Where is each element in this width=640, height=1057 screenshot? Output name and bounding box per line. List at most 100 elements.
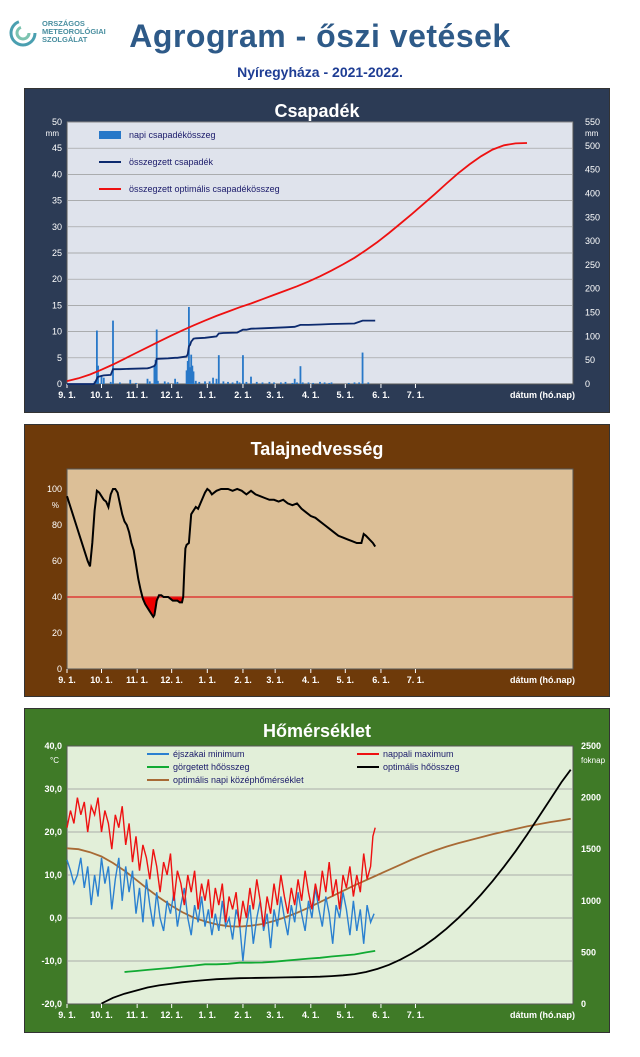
precip-daily-bar — [189, 367, 191, 384]
precip-daily-bar — [102, 377, 105, 384]
precip-daily-bar — [155, 329, 158, 384]
precip-y-right-tick-label: 150 — [585, 308, 600, 318]
precip-y-right-tick-label: 100 — [585, 331, 600, 341]
precip-daily-bar — [250, 376, 252, 384]
precip-x-tick-label: 1. 1. — [199, 390, 217, 400]
precip-y-right-tick-label: 400 — [585, 188, 600, 198]
logo-line: SZOLGÁLAT — [42, 35, 88, 44]
precip-y-tick-label: 5 — [57, 353, 62, 363]
temperature-chart: -20,0 -10,0 0,0 10,0 20,0 30,0 40,0 0 500 1000 150… — [41, 741, 606, 1020]
precipitation-panel: Csapadék 9. 1. 10. 1. 11. 1. 12. 1. 1. 1. 2. … — [24, 88, 610, 413]
temp-legend-label: optimális hőösszeg — [383, 762, 460, 772]
temp-legend-label: optimális napi középhőmérséklet — [173, 775, 304, 785]
precip-daily-bar — [146, 378, 149, 384]
precip-daily-bar — [198, 381, 201, 384]
precip-y-right-axis-label: mm — [585, 129, 599, 138]
precip-legend-label: összegzett csapadék — [129, 157, 214, 167]
precip-y-tick-label: 20 — [52, 274, 62, 284]
logo-line: METEOROLÓGIAI — [42, 27, 106, 36]
temp-y-right-tick-label: 2000 — [581, 793, 601, 803]
precip-daily-bar — [312, 382, 314, 384]
temp-x-tick-label: 2. 1. — [234, 1010, 252, 1020]
soil-y-axis-label: % — [52, 501, 59, 510]
precip-daily-bar — [296, 382, 298, 384]
soil-x-tick-label: 10. 1. — [90, 675, 113, 685]
precip-daily-bar — [204, 381, 206, 384]
temp-x-tick-label: 10. 1. — [90, 1010, 113, 1020]
temp-y-right-axis-label: foknap — [581, 756, 606, 765]
precip-x-tick-label: 10. 1. — [90, 390, 113, 400]
page-subtitle: Nyíregyháza - 2021-2022. — [237, 64, 403, 80]
precip-daily-bar — [293, 378, 296, 384]
soil-x-tick-label: 6. 1. — [372, 675, 390, 685]
precip-y-right-tick-label: 50 — [585, 355, 595, 365]
precip-daily-bar — [176, 381, 179, 384]
precip-daily-bar — [153, 366, 156, 384]
soil-y-tick-label: 40 — [52, 592, 62, 602]
logo-line: ORSZÁGOS — [42, 19, 85, 28]
soil-x-tick-label: 3. 1. — [266, 675, 284, 685]
precip-daily-bar — [291, 382, 294, 384]
precip-daily-bar — [215, 378, 218, 384]
precip-daily-bar — [361, 352, 364, 384]
precip-y-right-tick-label: 350 — [585, 212, 600, 222]
soil-x-tick-label: 5. 1. — [337, 675, 355, 685]
precip-daily-bar — [217, 355, 220, 384]
precip-daily-bar — [97, 365, 99, 384]
precip-series-line-1 — [67, 319, 376, 385]
soil-x-tick-label: 4. 1. — [302, 675, 320, 685]
temp-y-tick-label: -20,0 — [41, 999, 62, 1009]
precip-daily-bar — [319, 381, 321, 384]
soil-x-tick-label: 12. 1. — [160, 675, 183, 685]
precip-daily-bar — [109, 381, 112, 384]
precip-daily-bar — [163, 381, 166, 384]
temp-y-right-tick-label: 1000 — [581, 896, 601, 906]
precip-daily-bar — [186, 360, 189, 384]
precip-daily-bar — [358, 382, 360, 384]
precip-x-tick-label: 7. 1. — [407, 390, 425, 400]
precip-y-tick-label: 50 — [52, 117, 62, 127]
temp-y-tick-label: 10,0 — [44, 870, 62, 880]
soil-x-tick-label: 2. 1. — [234, 675, 252, 685]
precip-daily-bar — [284, 381, 287, 384]
precip-daily-bar — [261, 382, 264, 384]
temp-x-axis-label: dátum (hó.nap) — [510, 1010, 575, 1020]
precip-y-right-tick-label: 550 — [585, 117, 600, 127]
precip-daily-bar — [212, 377, 214, 384]
temp-y-tick-label: -10,0 — [41, 956, 62, 966]
soil-moisture-line — [66, 487, 377, 619]
precip-y-tick-label: 35 — [52, 196, 62, 206]
precip-daily-bar — [330, 382, 333, 384]
soil-x-tick-label: 11. 1. — [126, 675, 148, 685]
temp-series-line-3 — [101, 769, 572, 1005]
precip-daily-bar — [328, 382, 331, 384]
temp-legend-label: nappali maximum — [383, 749, 454, 759]
temperature-title: Hőmérséklet — [262, 721, 372, 741]
precip-y-tick-label: 45 — [52, 143, 62, 153]
temp-x-tick-label: 1. 1. — [199, 1010, 217, 1020]
precip-y-right-tick-label: 450 — [585, 165, 600, 175]
temp-x-tick-label: 4. 1. — [302, 1010, 320, 1020]
precip-daily-bar — [208, 381, 211, 384]
omsz-logo: ORSZÁGOS METEOROLÓGIAI SZOLGÁLAT — [8, 14, 128, 54]
precip-daily-bar — [301, 382, 304, 384]
temp-y-tick-label: 30,0 — [44, 784, 62, 794]
soil-x-tick-label: 1. 1. — [199, 675, 217, 685]
soil-deficit-area — [142, 597, 157, 617]
precip-daily-bar — [135, 382, 137, 384]
precip-daily-bar — [119, 382, 121, 384]
precip-series-line-2 — [66, 142, 528, 382]
soil-x-tick-label: 9. 1. — [58, 675, 76, 685]
temp-x-tick-label: 6. 1. — [372, 1010, 390, 1020]
precip-x-tick-label: 12. 1. — [160, 390, 183, 400]
precip-daily-bar — [194, 380, 197, 384]
precip-daily-bar — [347, 382, 350, 384]
soil-moisture-title: Talajnedvesség — [250, 439, 384, 459]
precip-daily-bar — [190, 354, 193, 384]
temp-y-tick-label: 40,0 — [44, 741, 62, 751]
precip-y-axis-label: mm — [46, 129, 60, 138]
precip-x-tick-label: 2. 1. — [234, 390, 252, 400]
soil-x-tick-label: 7. 1. — [407, 675, 425, 685]
temp-x-tick-label: 11. 1. — [126, 1010, 148, 1020]
temp-y-tick-label: 20,0 — [44, 827, 62, 837]
